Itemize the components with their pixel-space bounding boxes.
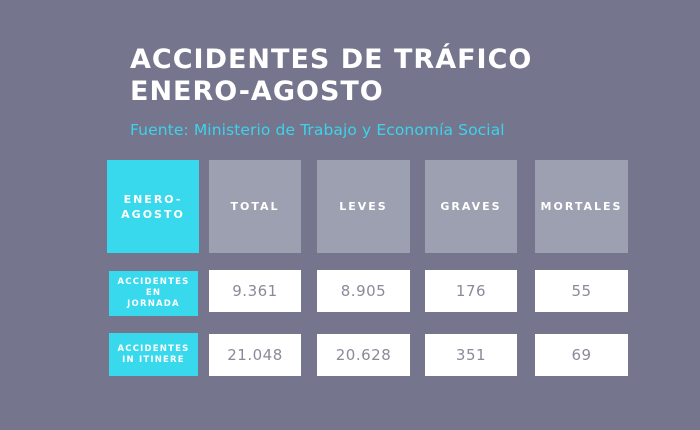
row-label-line: IN ITINERE bbox=[122, 354, 185, 365]
table-corner-header: ENERO- AGOSTO bbox=[107, 160, 199, 253]
row-label-line: ACCIDENTES bbox=[117, 343, 190, 354]
table-cell-itinere-total: 21.048 bbox=[209, 334, 301, 376]
row-label-line: ACCIDENTES bbox=[117, 277, 190, 287]
table-cell-jornada-graves: 176 bbox=[425, 270, 517, 312]
table-cell-itinere-leves: 20.628 bbox=[317, 334, 410, 376]
source-note: Fuente: Ministerio de Trabajo y Economía… bbox=[130, 121, 505, 139]
title-line-1: ACCIDENTES DE TRÁFICO bbox=[130, 44, 533, 75]
column-header-graves: GRAVES bbox=[425, 160, 517, 253]
table-cell-itinere-mortales: 69 bbox=[535, 334, 628, 376]
column-header-leves: LEVES bbox=[317, 160, 410, 253]
row-label-en-jornada: ACCIDENTES EN JORNADA bbox=[109, 271, 198, 316]
table-cell-jornada-mortales: 55 bbox=[535, 270, 628, 312]
row-label-in-itinere: ACCIDENTES IN ITINERE bbox=[109, 333, 198, 376]
row-label-line: JORNADA bbox=[127, 299, 180, 309]
table-cell-itinere-graves: 351 bbox=[425, 334, 517, 376]
corner-line-2: AGOSTO bbox=[121, 207, 185, 221]
page-title: ACCIDENTES DE TRÁFICO ENERO-AGOSTO bbox=[130, 44, 670, 108]
column-header-total: TOTAL bbox=[209, 160, 301, 253]
row-label-line: EN bbox=[145, 288, 162, 298]
column-header-mortales: MORTALES bbox=[535, 160, 628, 253]
table-cell-jornada-leves: 8.905 bbox=[317, 270, 410, 312]
corner-line-1: ENERO- bbox=[123, 192, 183, 206]
table-cell-jornada-total: 9.361 bbox=[209, 270, 301, 312]
title-line-2: ENERO-AGOSTO bbox=[130, 76, 384, 107]
